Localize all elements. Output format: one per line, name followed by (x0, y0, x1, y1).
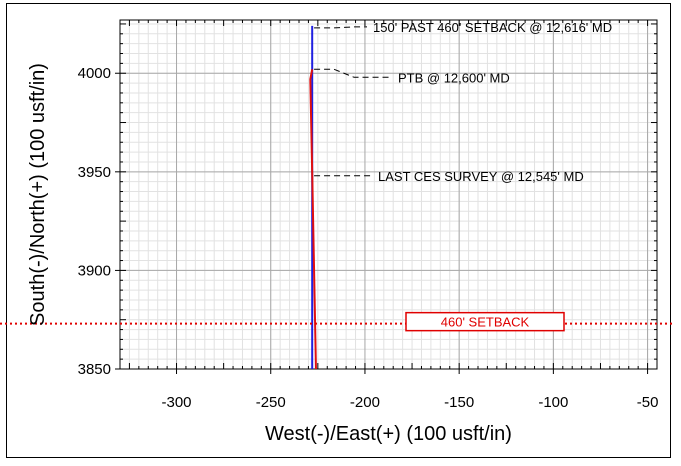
plot-area (119, 19, 658, 370)
annotation-leader (314, 68, 392, 78)
x-axis-title: West(-)/East(+) (100 usft/in) (265, 423, 512, 445)
x-tick-label: -50 (637, 394, 659, 411)
well-path-line (309, 69, 317, 370)
setback-layer: 460' SETBACK (0, 311, 672, 332)
minor-grid (119, 20, 658, 370)
y-tick-label: 3850 (78, 361, 111, 378)
tick-labels: -300 -250 -200 -150 -100 -50 3850 3900 3950 4000 (78, 65, 659, 411)
setback-label: 460' SETBACK (441, 315, 530, 330)
series-layer (309, 25, 317, 370)
x-tick-label: -100 (538, 394, 568, 411)
annotation-layer: 150' PAST 460' SETBACK @ 12,616' MD PTB @… (314, 20, 612, 184)
axis-ticks (115, 20, 658, 374)
y-tick-label: 4000 (78, 65, 111, 82)
annotation-label: PTB @ 12,600' MD (398, 70, 510, 85)
annotation-label: 150' PAST 460' SETBACK @ 12,616' MD (373, 20, 612, 35)
y-tick-label: 3950 (78, 164, 111, 181)
x-tick-label: -300 (162, 394, 192, 411)
x-tick-label: -150 (444, 394, 474, 411)
y-axis-title: South(-)/North(+) (100 usft/in) (27, 63, 49, 326)
y-tick-label: 3900 (78, 262, 111, 279)
major-grid (120, 20, 657, 370)
setback-label-box (405, 311, 565, 332)
x-tick-label: -200 (350, 394, 380, 411)
annotation-label: LAST CES SURVEY @ 12,545' MD (378, 169, 584, 184)
x-tick-label: -250 (256, 394, 286, 411)
annotation-leader (314, 26, 367, 29)
